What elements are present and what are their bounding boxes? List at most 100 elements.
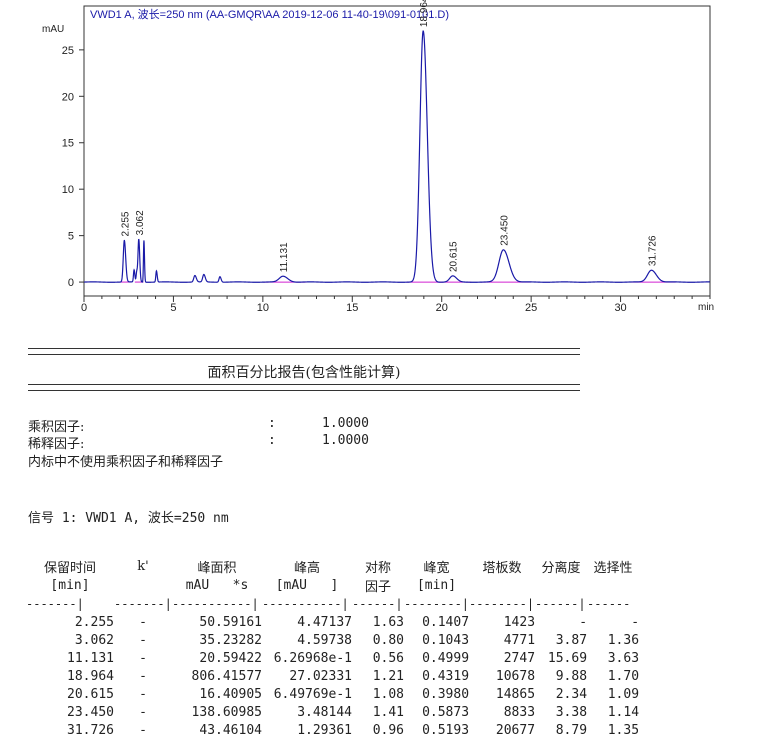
- table-row-cell: 1.29361: [297, 722, 352, 738]
- table-row-cell: 4.47137: [297, 614, 352, 630]
- table-row-cell: 0.3980: [422, 686, 470, 702]
- table-header: 保留时间 k' 峰面积 峰高 对称 峰宽 塔板数 分离度 选择性: [26, 557, 639, 576]
- table-row-cell: 0.5873: [422, 704, 470, 720]
- table-row-cell: 1.70: [607, 668, 640, 684]
- table-row-cell: 0.4999: [422, 650, 470, 666]
- table-row-cell: 1.63: [372, 614, 404, 630]
- table-row-cell: 8833: [503, 704, 536, 720]
- table-row-cell: -: [139, 686, 147, 702]
- table-subheader-cell: [114, 576, 172, 595]
- table-row-cell: 6.49769e-1: [273, 686, 352, 702]
- dil-factor-colon: :: [268, 433, 276, 448]
- separator-top: [28, 348, 580, 355]
- x-tick-label: 0: [81, 302, 87, 314]
- table-header-cell: 保留时间: [43, 561, 96, 576]
- table-subheader: [min] mAU *s [mAU ] 因子 [min]: [26, 576, 639, 595]
- table-row-cell: -: [139, 704, 147, 720]
- x-axis-label: min: [698, 302, 714, 313]
- table-row-cell: 14865: [495, 686, 536, 702]
- table-row-cell: 1.41: [372, 704, 404, 720]
- table-row: 20.615 - 16.40905 6.49769e-1 1.08 0.3980 14865…: [26, 685, 639, 703]
- table-row: 18.964 - 806.41577 27.02331 1.21 0.4319 10678 9…: [26, 667, 639, 685]
- chart-title: VWD1 A, 波长=250 nm (AA-GMQR\AA 2019-12-06…: [90, 8, 449, 21]
- table-subheader-cell: [469, 576, 535, 595]
- y-axis-label: mAU: [42, 24, 64, 35]
- table-row-cell: 20.615: [67, 686, 114, 702]
- table-row: 11.131 - 20.59422 6.26968e-1 0.56 0.4999 2747 1…: [26, 649, 639, 667]
- table-row-cell: 20.59422: [199, 650, 262, 666]
- table-row-cell: 1.09: [607, 686, 640, 702]
- table-row-cell: 50.59161: [199, 614, 262, 630]
- table-header-cell: 峰宽: [423, 561, 450, 576]
- table-row-cell: 15.69: [547, 650, 588, 666]
- table-row-cell: 2.255: [74, 614, 114, 630]
- table-divider-cell: -----------|: [172, 597, 259, 611]
- report-heading: 面积百分比报告(包含性能计算): [207, 365, 401, 381]
- table-divider-cell: -------|: [114, 597, 172, 611]
- table-row-cell: -: [139, 668, 147, 684]
- table-row-cell: -: [579, 614, 588, 630]
- table-row-cell: 16.40905: [199, 686, 262, 702]
- table-row-cell: 4.59738: [297, 632, 352, 648]
- peak-label: 23.450: [499, 215, 510, 246]
- x-tick-label: 25: [525, 302, 537, 314]
- table-row-cell: 1.36: [607, 632, 640, 648]
- table-row-cell: 1.35: [607, 722, 640, 738]
- table-row-cell: 1423: [503, 614, 536, 630]
- table-row-cell: 138.60985: [191, 704, 262, 720]
- dil-factor-label: 稀释因子:: [28, 437, 85, 452]
- y-tick-label: 15: [62, 138, 74, 150]
- table-header-cell: 峰高: [293, 561, 320, 576]
- table-row-cell: -: [139, 650, 147, 666]
- chromatogram-svg: VWD1 A, 波长=250 nm (AA-GMQR\AA 2019-12-06…: [42, 0, 714, 314]
- table-row-cell: 43.46104: [199, 722, 262, 738]
- peak-table: 保留时间 k' 峰面积 峰高 对称 峰宽 塔板数 分离度 选择性 [min] mAU *s [mAU …: [26, 557, 639, 739]
- signal-trace: [83, 30, 710, 283]
- mult-factor-value: 1.0000: [322, 416, 369, 431]
- y-tick-label: 10: [62, 184, 74, 196]
- table-header-cell: 分离度: [541, 561, 581, 576]
- table-row-cell: 0.1407: [422, 614, 470, 630]
- internal-standard-note: 内标中不使用乘积因子和稀释因子: [28, 455, 224, 470]
- table-row: 23.450 - 138.60985 3.48144 1.41 0.5873 8833 3.3…: [26, 703, 639, 721]
- table-row-cell: 27.02331: [289, 668, 352, 684]
- table-row-cell: -: [139, 722, 147, 738]
- table-subheader-cell: [mAU ]: [275, 578, 339, 593]
- mult-factor-colon: :: [268, 416, 276, 431]
- table-row-cell: 0.80: [372, 632, 404, 648]
- table-row-cell: 0.56: [372, 650, 404, 666]
- peak-label: 11.131: [279, 242, 290, 272]
- table-row-cell: -: [139, 632, 147, 648]
- table-header-cell: 选择性: [593, 561, 633, 576]
- x-tick-label: 10: [257, 302, 269, 314]
- table-row: 3.062 - 35.23282 4.59738 0.80 0.1043 4771 3.87 1…: [26, 631, 639, 649]
- table-row-cell: 0.1043: [422, 632, 470, 648]
- table-row-cell: 18.964: [67, 668, 114, 684]
- table-divider-cell: ------|: [535, 597, 586, 611]
- table-subheader-cell: [min]: [416, 578, 457, 593]
- table-header-cell: 塔板数: [482, 561, 522, 576]
- table-row-cell: 2.34: [555, 686, 588, 702]
- table-row-cell: 0.5193: [422, 722, 470, 738]
- table-row-cell: 0.96: [372, 722, 404, 738]
- dil-factor-value: 1.0000: [322, 433, 369, 448]
- table-subheader-cell: 因子: [364, 580, 391, 595]
- table-row-cell: 2747: [503, 650, 536, 666]
- table-divider-cell: ------|: [352, 597, 403, 611]
- x-tick-label: 5: [170, 302, 176, 314]
- table-row-cell: 11.131: [67, 650, 114, 666]
- y-tick-label: 25: [62, 45, 74, 57]
- table-header-cell: 对称: [364, 561, 391, 576]
- y-tick-label: 20: [62, 91, 74, 103]
- table-row-cell: 20677: [495, 722, 536, 738]
- y-tick-label: 5: [68, 231, 74, 243]
- table-row: 31.726 - 43.46104 1.29361 0.96 0.5193 20677 8.7…: [26, 721, 639, 739]
- table-row-cell: 1.21: [372, 668, 404, 684]
- table-row-cell: 3.63: [607, 650, 640, 666]
- table-row-cell: 3.87: [555, 632, 588, 648]
- peak-label: 3.062: [135, 210, 146, 235]
- x-tick-label: 30: [614, 302, 626, 314]
- table-row-cell: -: [139, 614, 147, 630]
- table-header-cell: k': [137, 559, 149, 574]
- peak-label: 20.615: [449, 241, 460, 272]
